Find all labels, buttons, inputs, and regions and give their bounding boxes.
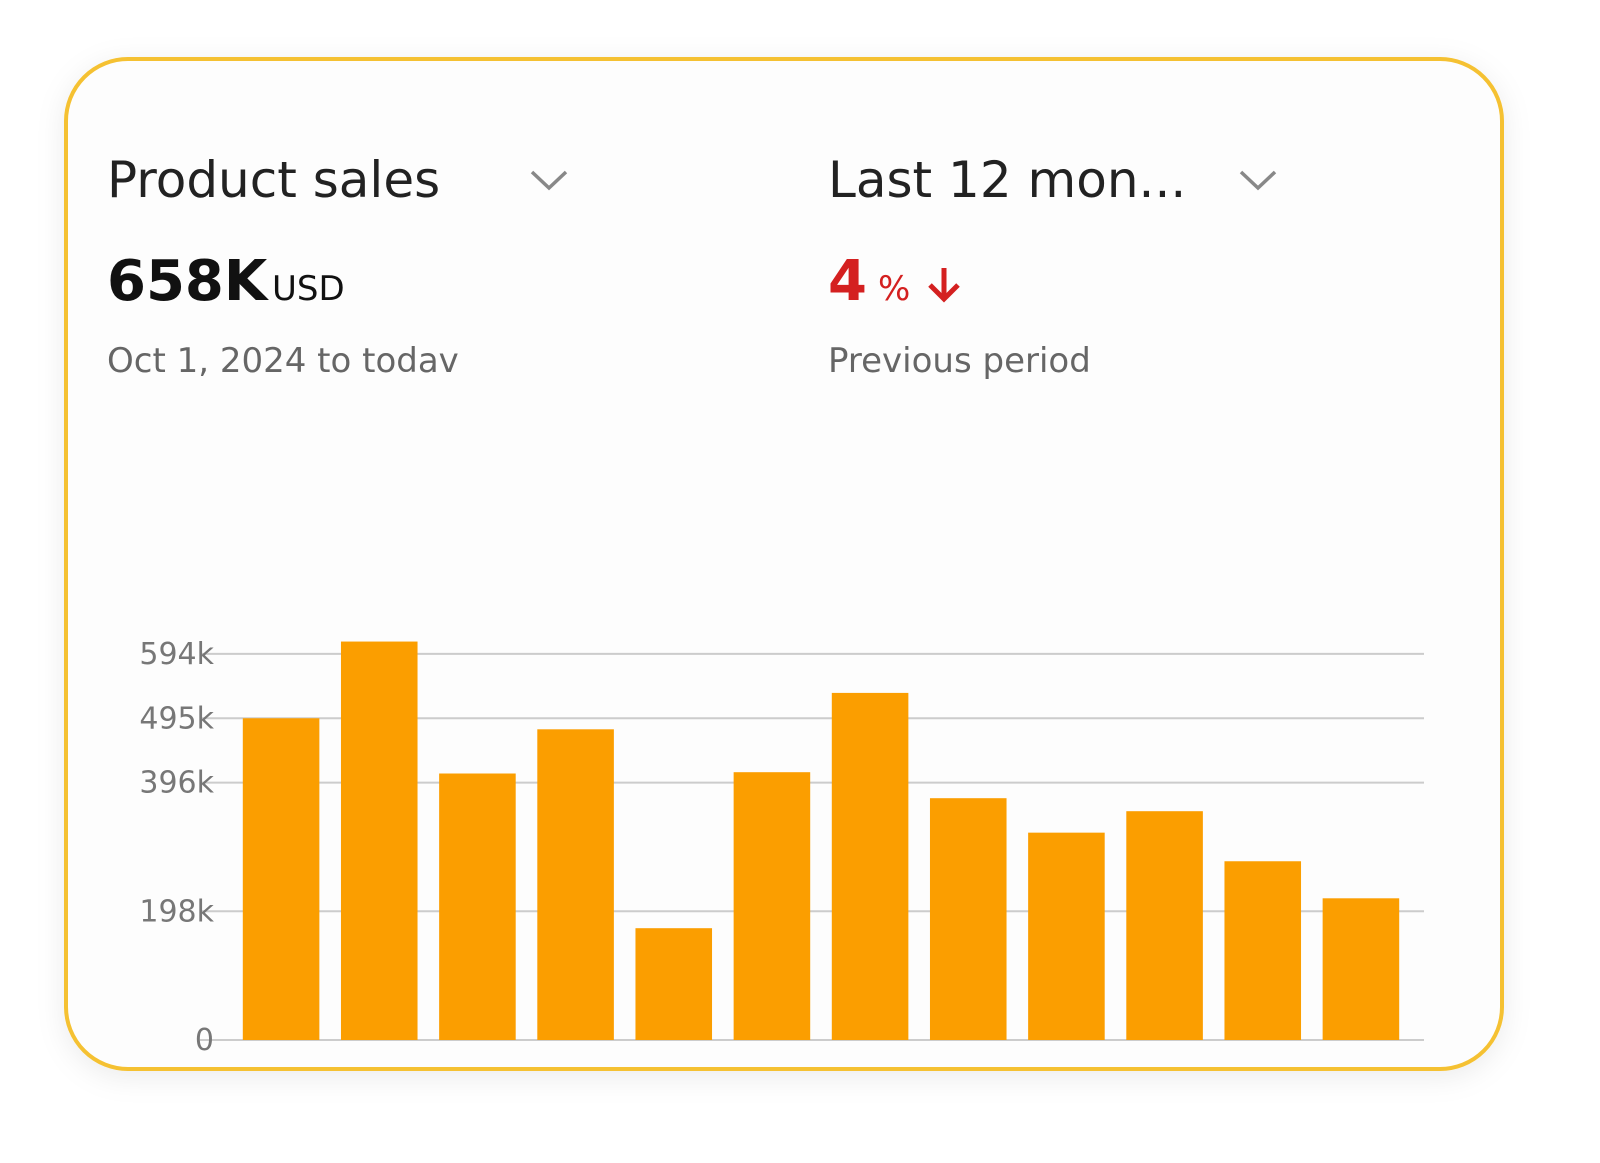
bar xyxy=(1322,898,1400,1040)
change-caption: Previous period xyxy=(828,341,1091,381)
change-value: 4 xyxy=(828,249,867,314)
y-tick-label: 198k xyxy=(139,894,214,929)
total-unit: USD xyxy=(272,269,345,309)
bar xyxy=(1126,811,1203,1040)
bar xyxy=(635,928,713,1040)
bar xyxy=(537,729,614,1040)
y-tick-label: 0 xyxy=(195,1023,214,1058)
down-arrow xyxy=(928,268,960,303)
bar xyxy=(340,641,418,1040)
chevron[interactable] xyxy=(530,170,568,191)
date-range: Oct 1, 2024 to todav xyxy=(107,341,459,381)
y-tick-label: 594k xyxy=(139,637,214,672)
y-tick-label: 396k xyxy=(139,766,214,801)
bar xyxy=(831,692,909,1040)
chevron[interactable] xyxy=(1239,170,1277,191)
bar xyxy=(733,772,811,1040)
bar xyxy=(1224,861,1302,1040)
period-selector[interactable]: Last 12 mon... xyxy=(828,151,1186,209)
metric-selector[interactable]: Product sales xyxy=(107,151,440,209)
bar xyxy=(242,718,320,1040)
y-tick-label: 495k xyxy=(139,701,214,736)
bar xyxy=(439,773,516,1040)
bar xyxy=(929,798,1007,1040)
total-value: 658K xyxy=(107,249,270,314)
change-unit: % xyxy=(878,269,910,309)
bar xyxy=(1028,832,1105,1040)
